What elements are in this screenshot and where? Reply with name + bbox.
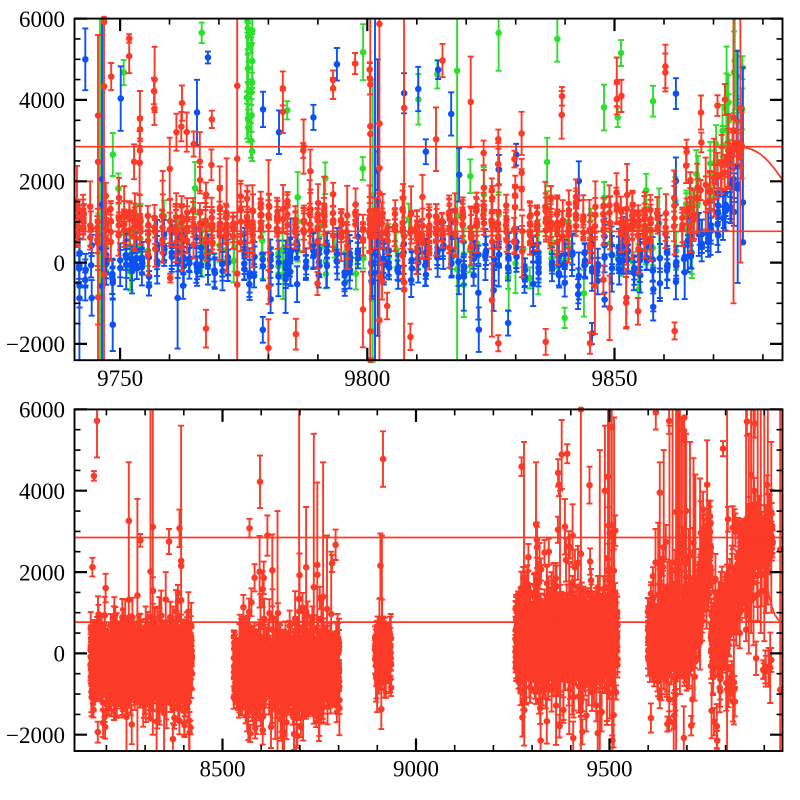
svg-text:6000: 6000 [19, 7, 65, 32]
svg-text:2000: 2000 [19, 560, 65, 585]
svg-text:6000: 6000 [19, 398, 65, 423]
svg-text:9750: 9750 [97, 366, 143, 391]
svg-text:−2000: −2000 [6, 332, 65, 357]
svg-text:9000: 9000 [393, 757, 439, 782]
svg-text:−2000: −2000 [6, 723, 65, 748]
svg-text:9500: 9500 [587, 757, 633, 782]
svg-text:0: 0 [54, 251, 66, 276]
svg-text:4000: 4000 [19, 88, 65, 113]
svg-text:9800: 9800 [344, 366, 390, 391]
svg-text:0: 0 [54, 642, 66, 667]
svg-text:2000: 2000 [19, 170, 65, 195]
svg-text:4000: 4000 [19, 479, 65, 504]
svg-text:9850: 9850 [592, 366, 638, 391]
svg-text:8500: 8500 [200, 757, 246, 782]
